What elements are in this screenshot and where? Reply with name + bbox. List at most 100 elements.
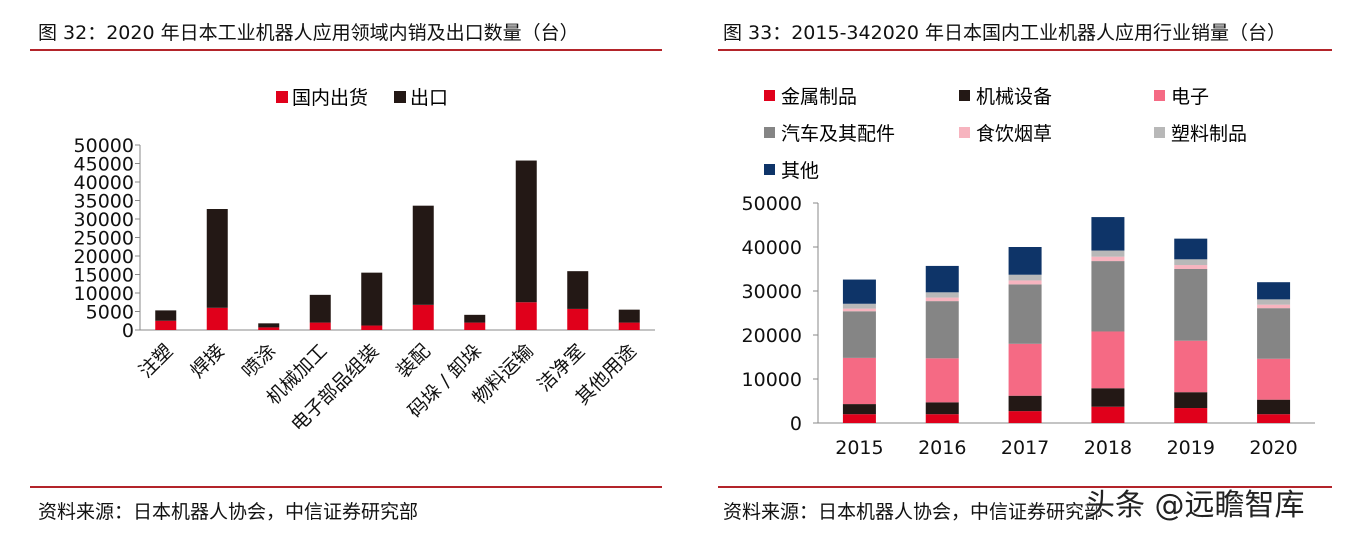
bar-electronics-segment <box>1174 340 1208 393</box>
left-y-tick-label: 30000 <box>74 209 134 231</box>
bar-machinery-segment <box>925 402 959 415</box>
bar-food-segment <box>1257 304 1291 309</box>
right-y-tick-label: 20000 <box>742 325 802 347</box>
bar-domestic-segment <box>309 322 331 330</box>
left-source-rule <box>30 486 662 488</box>
right-x-tick-label: 2017 <box>1001 437 1049 459</box>
right-x-tick-label: 2020 <box>1249 437 1297 459</box>
bar-export-segment <box>361 272 383 326</box>
bar-domestic-segment <box>258 327 280 330</box>
bar-metal-segment <box>925 414 959 423</box>
left-x-tick-label: 焊接 <box>186 340 228 382</box>
bar-machinery-segment <box>1091 388 1125 407</box>
right-y-tick-label: 30000 <box>742 281 802 303</box>
right-y-tick-label: 0 <box>790 413 802 435</box>
bar-export-segment <box>206 209 228 308</box>
legend-label-metal: 金属制品 <box>781 86 857 108</box>
left-y-tick-label: 10000 <box>74 283 134 305</box>
left-y-tick-label: 0 <box>122 320 134 342</box>
bar-food-segment <box>1091 256 1125 262</box>
right-x-tick-label: 2019 <box>1167 437 1215 459</box>
legend-swatch-domestic <box>276 91 288 103</box>
bar-food-segment <box>1008 280 1042 285</box>
left-y-tick-label: 15000 <box>74 265 134 287</box>
bar-electronics-segment <box>1091 331 1125 389</box>
right-stacked-bar-chart: 金属制品 机械设备 电子 汽车及其配件 食饮烟草 塑料制品 其他 0 10000 2… <box>742 86 1315 459</box>
bar-export-segment <box>258 323 280 328</box>
bar-export-segment <box>309 294 331 323</box>
bar-food-segment <box>925 297 959 302</box>
legend-label-other: 其他 <box>781 160 819 182</box>
legend-label-auto: 汽车及其配件 <box>781 123 895 145</box>
bar-domestic-segment <box>515 302 537 330</box>
left-title-rule <box>30 49 662 51</box>
left-y-tick-label: 5000 <box>86 302 134 324</box>
legend-label-domestic: 国内出货 <box>292 87 368 109</box>
bar-other-segment <box>842 279 876 304</box>
bar-auto-segment <box>1174 269 1208 341</box>
left-chart-title: 图 32：2020 年日本工业机器人应用领域内销及出口数量（台） <box>38 22 579 44</box>
bar-plastic-segment <box>1008 274 1042 281</box>
legend-label-plastic: 塑料制品 <box>1171 123 1247 145</box>
left-y-tick-label: 45000 <box>74 154 134 176</box>
right-title-rule <box>718 49 1332 51</box>
legend-swatch-electronics <box>1154 90 1165 101</box>
bar-food-segment <box>1174 265 1208 269</box>
bar-electronics-segment <box>842 357 876 405</box>
legend-swatch-plastic <box>1154 127 1165 138</box>
bar-other-segment <box>1257 282 1291 300</box>
legend-label-electronics: 电子 <box>1171 86 1209 108</box>
bar-export-segment <box>567 271 589 309</box>
bar-machinery-segment <box>1174 392 1208 409</box>
bar-other-segment <box>925 265 959 293</box>
left-y-tick-label: 35000 <box>74 191 134 213</box>
legend-label-machinery: 机械设备 <box>976 86 1052 108</box>
bar-export-segment <box>515 160 537 303</box>
legend-swatch-machinery <box>959 90 970 101</box>
legend-label-export: 出口 <box>410 87 448 109</box>
bar-domestic-segment <box>155 320 177 330</box>
left-y-tick-label: 20000 <box>74 246 134 268</box>
left-y-tick-label: 50000 <box>74 135 134 157</box>
bar-domestic-segment <box>361 325 383 330</box>
bar-plastic-segment <box>1174 259 1208 266</box>
bar-domestic-segment <box>618 322 640 330</box>
watermark: 头条 @远瞻智库 <box>1085 488 1305 523</box>
legend-swatch-metal <box>764 90 775 101</box>
left-x-tick-label: 注塑 <box>135 340 177 382</box>
right-x-tick-label: 2015 <box>835 437 883 459</box>
bar-machinery-segment <box>1008 395 1042 412</box>
bar-domestic-segment <box>412 304 434 330</box>
right-x-tick-label: 2018 <box>1084 437 1132 459</box>
bar-export-segment <box>155 310 177 321</box>
bar-domestic-segment <box>206 307 228 330</box>
bar-food-segment <box>842 308 876 312</box>
right-y-tick-label: 10000 <box>742 369 802 391</box>
bar-other-segment <box>1091 217 1125 251</box>
bar-electronics-segment <box>925 358 959 403</box>
legend-label-food: 食饮烟草 <box>976 123 1052 145</box>
left-x-tick-label: 喷涂 <box>238 340 280 382</box>
bar-metal-segment <box>1174 408 1208 423</box>
bar-export-segment <box>464 314 486 323</box>
bar-auto-segment <box>925 301 959 359</box>
bar-domestic-segment <box>567 308 589 330</box>
left-legend: 国内出货 出口 <box>276 87 448 109</box>
right-legend: 金属制品 机械设备 电子 汽车及其配件 食饮烟草 塑料制品 其他 <box>764 86 1247 182</box>
bar-export-segment <box>618 309 640 323</box>
bar-machinery-segment <box>1257 399 1291 415</box>
right-x-tick-label: 2016 <box>918 437 966 459</box>
right-y-tick-label: 40000 <box>742 237 802 259</box>
left-y-tick-label: 25000 <box>74 228 134 250</box>
bar-machinery-segment <box>842 404 876 415</box>
bar-metal-segment <box>1091 406 1125 423</box>
legend-swatch-other <box>764 164 775 175</box>
left-stacked-bar-chart: 国内出货 出口 05000100001500020000250003000035… <box>74 87 655 436</box>
bar-metal-segment <box>842 414 876 423</box>
bar-electronics-segment <box>1257 358 1291 400</box>
bar-other-segment <box>1008 247 1042 275</box>
right-y-tick-label: 50000 <box>742 193 802 215</box>
bar-auto-segment <box>1008 284 1042 344</box>
legend-swatch-export <box>394 91 406 103</box>
bar-plastic-segment <box>1257 299 1291 305</box>
